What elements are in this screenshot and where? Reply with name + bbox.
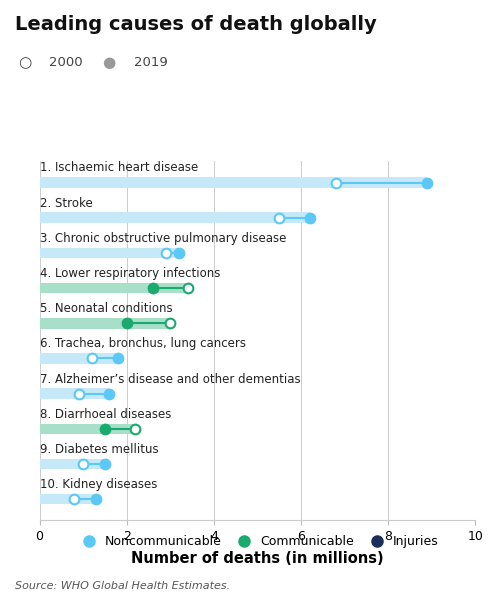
Text: 3. Chronic obstructive pulmonary disease: 3. Chronic obstructive pulmonary disease xyxy=(40,232,286,245)
Text: 7. Alzheimer’s disease and other dementias: 7. Alzheimer’s disease and other dementi… xyxy=(40,373,300,386)
Text: 2. Stroke: 2. Stroke xyxy=(40,197,93,210)
Bar xyxy=(40,494,96,505)
Text: Source: WHO Global Health Estimates.: Source: WHO Global Health Estimates. xyxy=(15,581,230,591)
Bar xyxy=(40,248,179,258)
Bar xyxy=(40,318,170,328)
Text: 6. Trachea, bronchus, lung cancers: 6. Trachea, bronchus, lung cancers xyxy=(40,337,246,350)
Text: 9. Diabetes mellitus: 9. Diabetes mellitus xyxy=(40,443,158,456)
Legend: Noncommunicable, Communicable, Injuries: Noncommunicable, Communicable, Injuries xyxy=(71,530,444,553)
Bar xyxy=(40,212,310,223)
Text: 2019: 2019 xyxy=(134,56,167,69)
Bar xyxy=(40,283,188,294)
Bar xyxy=(40,177,427,188)
Text: 2000: 2000 xyxy=(50,56,83,69)
Bar xyxy=(40,353,118,364)
Text: 5. Neonatal conditions: 5. Neonatal conditions xyxy=(40,302,172,315)
Text: ○: ○ xyxy=(18,55,31,71)
Text: 1. Ischaemic heart disease: 1. Ischaemic heart disease xyxy=(40,161,198,175)
Text: 8. Diarrhoeal diseases: 8. Diarrhoeal diseases xyxy=(40,408,171,421)
X-axis label: Number of deaths (in millions): Number of deaths (in millions) xyxy=(131,551,384,566)
Bar xyxy=(40,388,109,399)
Text: 4. Lower respiratory infections: 4. Lower respiratory infections xyxy=(40,267,220,280)
Bar xyxy=(40,459,105,469)
Text: 10. Kidney diseases: 10. Kidney diseases xyxy=(40,478,157,491)
Bar xyxy=(40,423,136,434)
Text: ●: ● xyxy=(102,55,115,71)
Text: Leading causes of death globally: Leading causes of death globally xyxy=(15,15,377,34)
